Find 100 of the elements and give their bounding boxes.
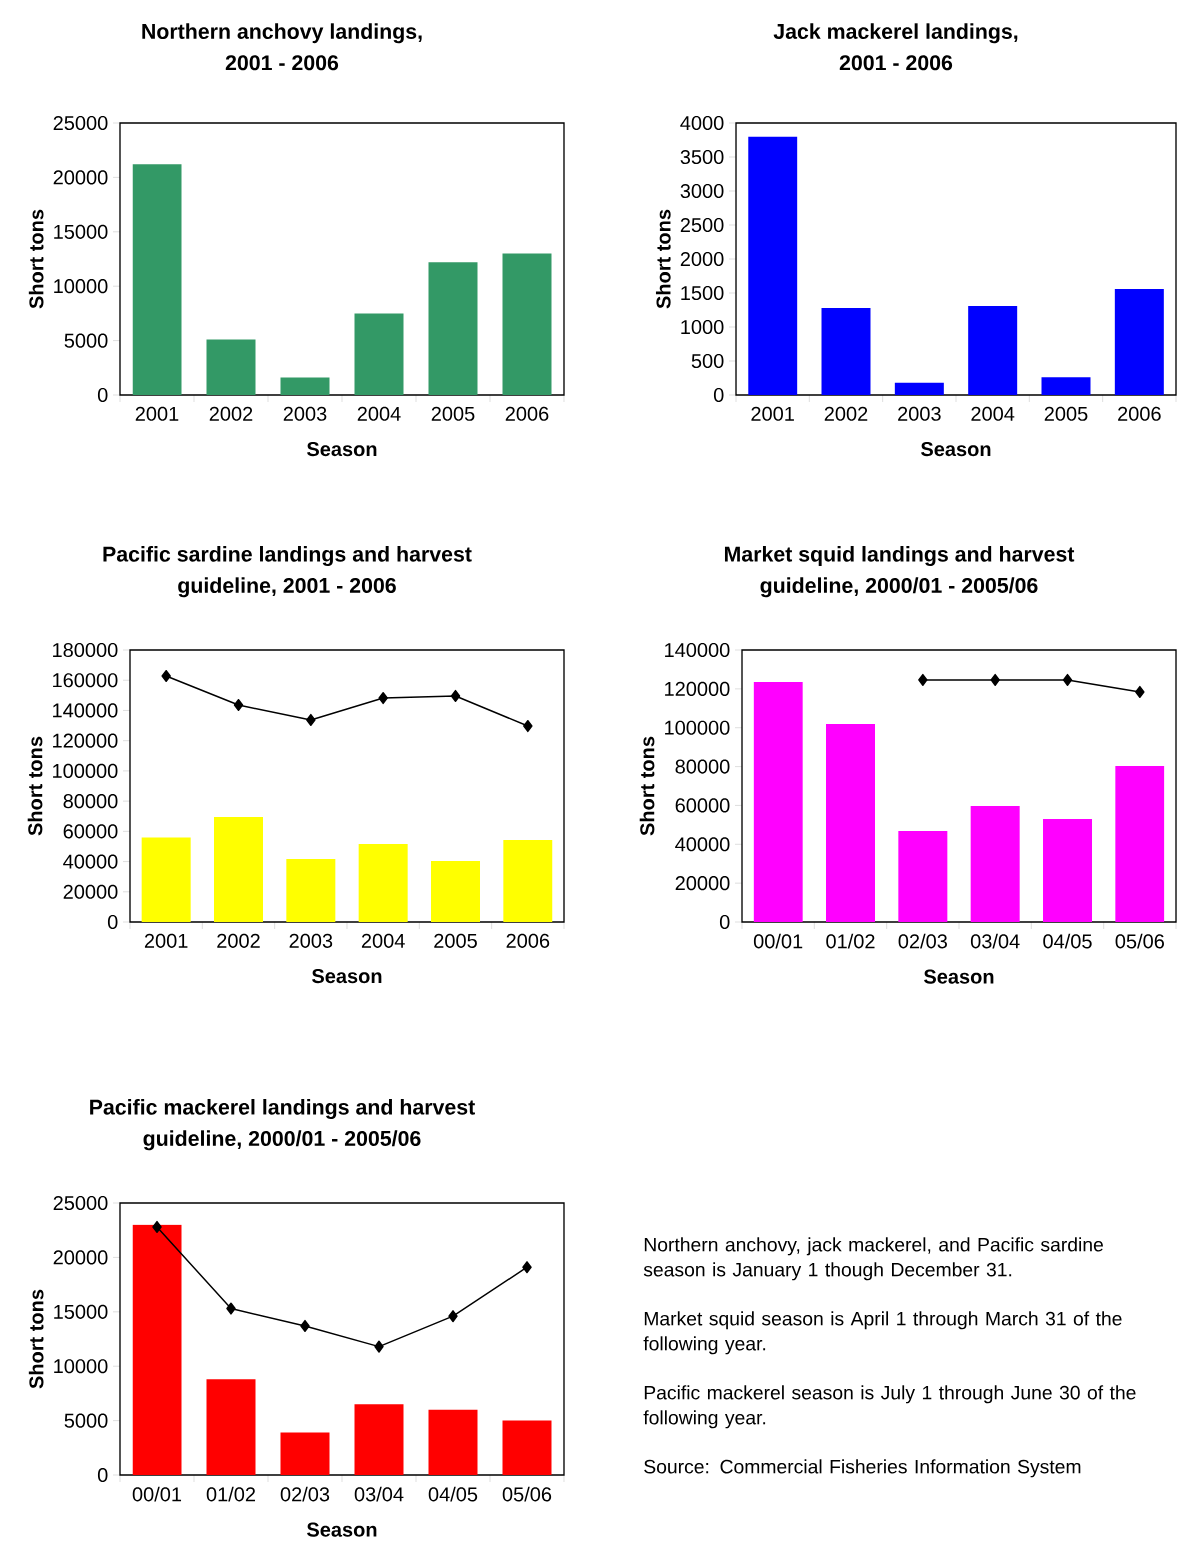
x-axis-title: Season (924, 969, 994, 984)
x-axis-title: Season (921, 442, 991, 457)
y-axis-title: Short tons (28, 209, 44, 309)
y-tick-label: 20000 (63, 884, 118, 899)
y-tick-label: 3500 (680, 149, 724, 165)
y-tick-label: 1500 (681, 285, 724, 301)
x-tick-label: 05/06 (1115, 933, 1164, 949)
bar (1114, 288, 1164, 395)
y-axis-title: Short tons (639, 736, 655, 836)
y-tick-label: 20000 (53, 1250, 108, 1265)
bar (354, 313, 404, 395)
text: Market squid season is April 1 through March 31 of the following year. (643, 1311, 1122, 1355)
bar (1115, 766, 1165, 923)
point (152, 1220, 162, 1234)
bar (821, 307, 871, 395)
y-tick-label: 80000 (675, 759, 730, 774)
y-tick-label: 120000 (53, 733, 118, 748)
y-tick-label: 80000 (63, 794, 118, 809)
point (523, 719, 533, 733)
x-axis-title: Season (307, 442, 377, 457)
bar (753, 682, 803, 923)
point (374, 1340, 384, 1353)
text: Pacific mackerel season is July 1 through June 30 of the following year. (643, 1385, 1136, 1429)
y-tick-label: 20000 (53, 170, 108, 185)
chart-title: Pacific sardine landings and harvest guideline, 2001 - 2006 (103, 545, 472, 598)
y-tick-label: 40000 (63, 854, 118, 869)
y-tick-label: 5000 (64, 1413, 108, 1428)
bar (358, 844, 408, 923)
y-tick-label: 180000 (53, 642, 118, 658)
x-tick-label: 03/04 (354, 1486, 404, 1502)
point (300, 1319, 310, 1333)
chart-title: Northern anchovy landings, 2001 - 2006 (142, 23, 422, 71)
x-tick-label: 2004 (971, 406, 1015, 421)
bar (894, 382, 944, 395)
x-tick-label: 03/04 (970, 933, 1020, 949)
x-tick-label: 00/01 (132, 1486, 182, 1502)
point (450, 689, 461, 703)
bar (1041, 377, 1091, 395)
bar (354, 1404, 404, 1476)
chart-title: Pacific mackerel landings and harvest guideline, 2000/01 - 2005/06 (90, 1099, 475, 1151)
y-tick-label: 100000 (53, 763, 118, 778)
x-tick-label: 01/02 (826, 933, 875, 949)
y-tick-label: 25000 (53, 115, 108, 131)
x-tick-label: 2002 (824, 406, 868, 421)
bar (214, 816, 263, 923)
y-tick-label: 500 (691, 353, 724, 369)
y-tick-label: 10000 (54, 279, 108, 294)
point (522, 1261, 532, 1274)
y-tick-label: 25000 (53, 1195, 108, 1211)
bar (502, 1420, 552, 1476)
bar (428, 262, 478, 395)
y-tick-label: 1000 (681, 319, 724, 335)
y-tick-label: 40000 (675, 837, 730, 852)
x-tick-label: 05/06 (502, 1486, 552, 1502)
point (226, 1302, 236, 1315)
x-tick-label: 04/05 (428, 1486, 478, 1502)
point (306, 713, 316, 727)
y-tick-label: 3000 (680, 183, 724, 199)
x-tick-label: 00/01 (753, 933, 803, 949)
source-note: Source: Commercial Fisheries Information System (644, 1459, 1081, 1478)
bar (502, 253, 552, 395)
bar (206, 339, 256, 395)
bar (132, 164, 182, 395)
y-tick-label: 60000 (675, 798, 730, 813)
y-axis-title: Short tons (28, 1289, 44, 1389)
bar (898, 831, 948, 923)
y-tick-label: 140000 (665, 642, 730, 658)
y-tick-label: 0 (713, 387, 724, 403)
x-tick-label: 2005 (1044, 406, 1088, 421)
x-tick-label: 2002 (209, 406, 253, 421)
x-tick-label: 2005 (431, 406, 475, 421)
bar (970, 806, 1020, 923)
x-tick-label: 2001 (144, 933, 188, 948)
x-axis-title: Season (307, 1522, 377, 1537)
y-tick-label: 100000 (665, 720, 730, 735)
bar (141, 837, 191, 923)
y-tick-label: 160000 (53, 673, 118, 688)
x-tick-label: 2002 (217, 933, 260, 948)
x-tick-label: 2001 (751, 406, 794, 421)
y-tick-label: 0 (97, 387, 108, 403)
y-tick-label: 0 (107, 914, 118, 930)
bar (968, 305, 1018, 395)
x-tick-label: 04/05 (1043, 933, 1092, 949)
y-tick-label: 4000 (680, 115, 724, 131)
point (378, 691, 388, 705)
bar (503, 839, 553, 923)
x-tick-label: 2003 (283, 406, 327, 421)
bar (748, 136, 798, 395)
x-tick-label: 2004 (361, 933, 405, 948)
bar (826, 724, 876, 923)
y-axis-title: Short tons (27, 736, 43, 836)
x-tick-label: 2006 (506, 933, 550, 948)
point (161, 669, 171, 683)
bar (206, 1379, 256, 1476)
bar (428, 1409, 478, 1476)
y-tick-label: 5000 (64, 333, 108, 348)
x-tick-label: 02/03 (280, 1486, 330, 1502)
text: Northern anchovy, jack mackerel, and Pacific sardine season is January 1 though December 31. (643, 1237, 1103, 1281)
y-tick-label: 20000 (675, 876, 730, 891)
y-axis-title: Short tons (655, 209, 671, 309)
